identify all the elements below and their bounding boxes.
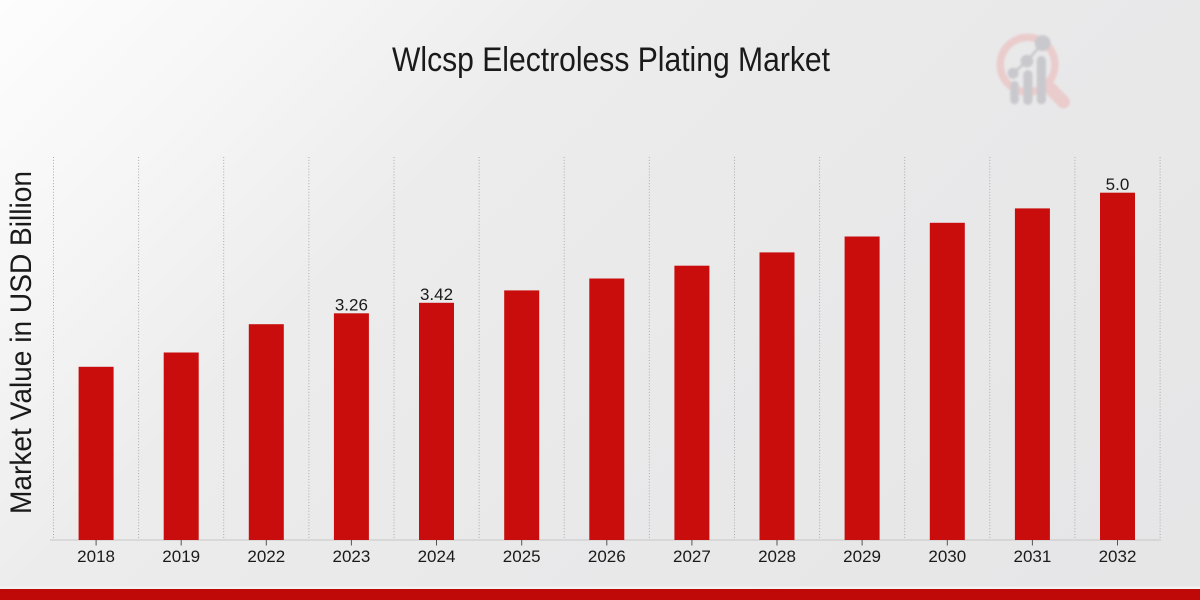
svg-text:3.42: 3.42	[420, 285, 453, 304]
svg-text:2026: 2026	[588, 547, 626, 566]
svg-text:2022: 2022	[247, 547, 285, 566]
svg-text:2019: 2019	[162, 547, 200, 566]
svg-text:2030: 2030	[928, 547, 966, 566]
svg-text:2028: 2028	[758, 547, 796, 566]
svg-text:5.0: 5.0	[1106, 175, 1130, 194]
svg-text:2018: 2018	[77, 547, 115, 566]
svg-text:2027: 2027	[673, 547, 711, 566]
svg-text:2024: 2024	[418, 547, 456, 566]
svg-text:2025: 2025	[503, 547, 541, 566]
svg-text:Market Value in USD Billion: Market Value in USD Billion	[5, 171, 38, 514]
svg-text:2029: 2029	[843, 547, 881, 566]
svg-text:2031: 2031	[1013, 547, 1051, 566]
svg-text:2023: 2023	[332, 547, 370, 566]
svg-text:3.26: 3.26	[335, 296, 368, 315]
svg-text:Wlcsp Electroless Plating Mark: Wlcsp Electroless Plating Market	[392, 41, 830, 79]
svg-text:2032: 2032	[1099, 547, 1137, 566]
